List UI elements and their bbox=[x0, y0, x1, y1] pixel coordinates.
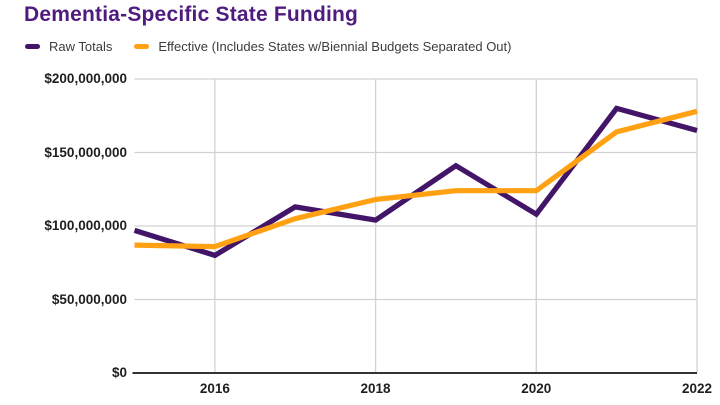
legend: Raw Totals Effective (Includes States w/… bbox=[25, 38, 511, 54]
y-axis-labels: $0 $50,000,000 $100,000,000 $150,000,000 $20… bbox=[0, 0, 127, 405]
legend-label-raw-totals: Raw Totals bbox=[49, 38, 113, 54]
x-axis-tick-label-2016: 2016 bbox=[199, 381, 230, 396]
x-axis-labels: 2016 2018 2020 2022 bbox=[0, 381, 720, 399]
chart-title: Dementia-Specific State Funding bbox=[24, 3, 359, 26]
y-axis-tick-label: $150,000,000 bbox=[44, 144, 127, 160]
y-axis-tick-label: $100,000,000 bbox=[44, 218, 127, 233]
x-axis-tick-label-2018: 2018 bbox=[360, 381, 391, 396]
y-axis-tick-label: $200,000,000 bbox=[44, 71, 127, 86]
legend-item-effective: Effective (Includes States w/Biennial Bu… bbox=[134, 39, 511, 54]
effective-line-swatch-icon bbox=[134, 43, 150, 49]
series-line-raw-totals bbox=[133, 105, 698, 259]
legend-item-raw-totals: Raw Totals bbox=[25, 39, 112, 54]
y-axis-tick-label: $0 bbox=[111, 365, 127, 380]
y-axis-tick-label: $50,000,000 bbox=[51, 291, 127, 307]
x-axis-tick-label-2022: 2022 bbox=[681, 381, 713, 396]
series-line-effective bbox=[134, 108, 698, 250]
legend-label-effective: Effective (Includes States w/Biennial Bu… bbox=[158, 38, 512, 54]
raw-totals-line-swatch-icon bbox=[25, 43, 40, 49]
x-axis-tick-label-2020: 2020 bbox=[521, 381, 552, 396]
